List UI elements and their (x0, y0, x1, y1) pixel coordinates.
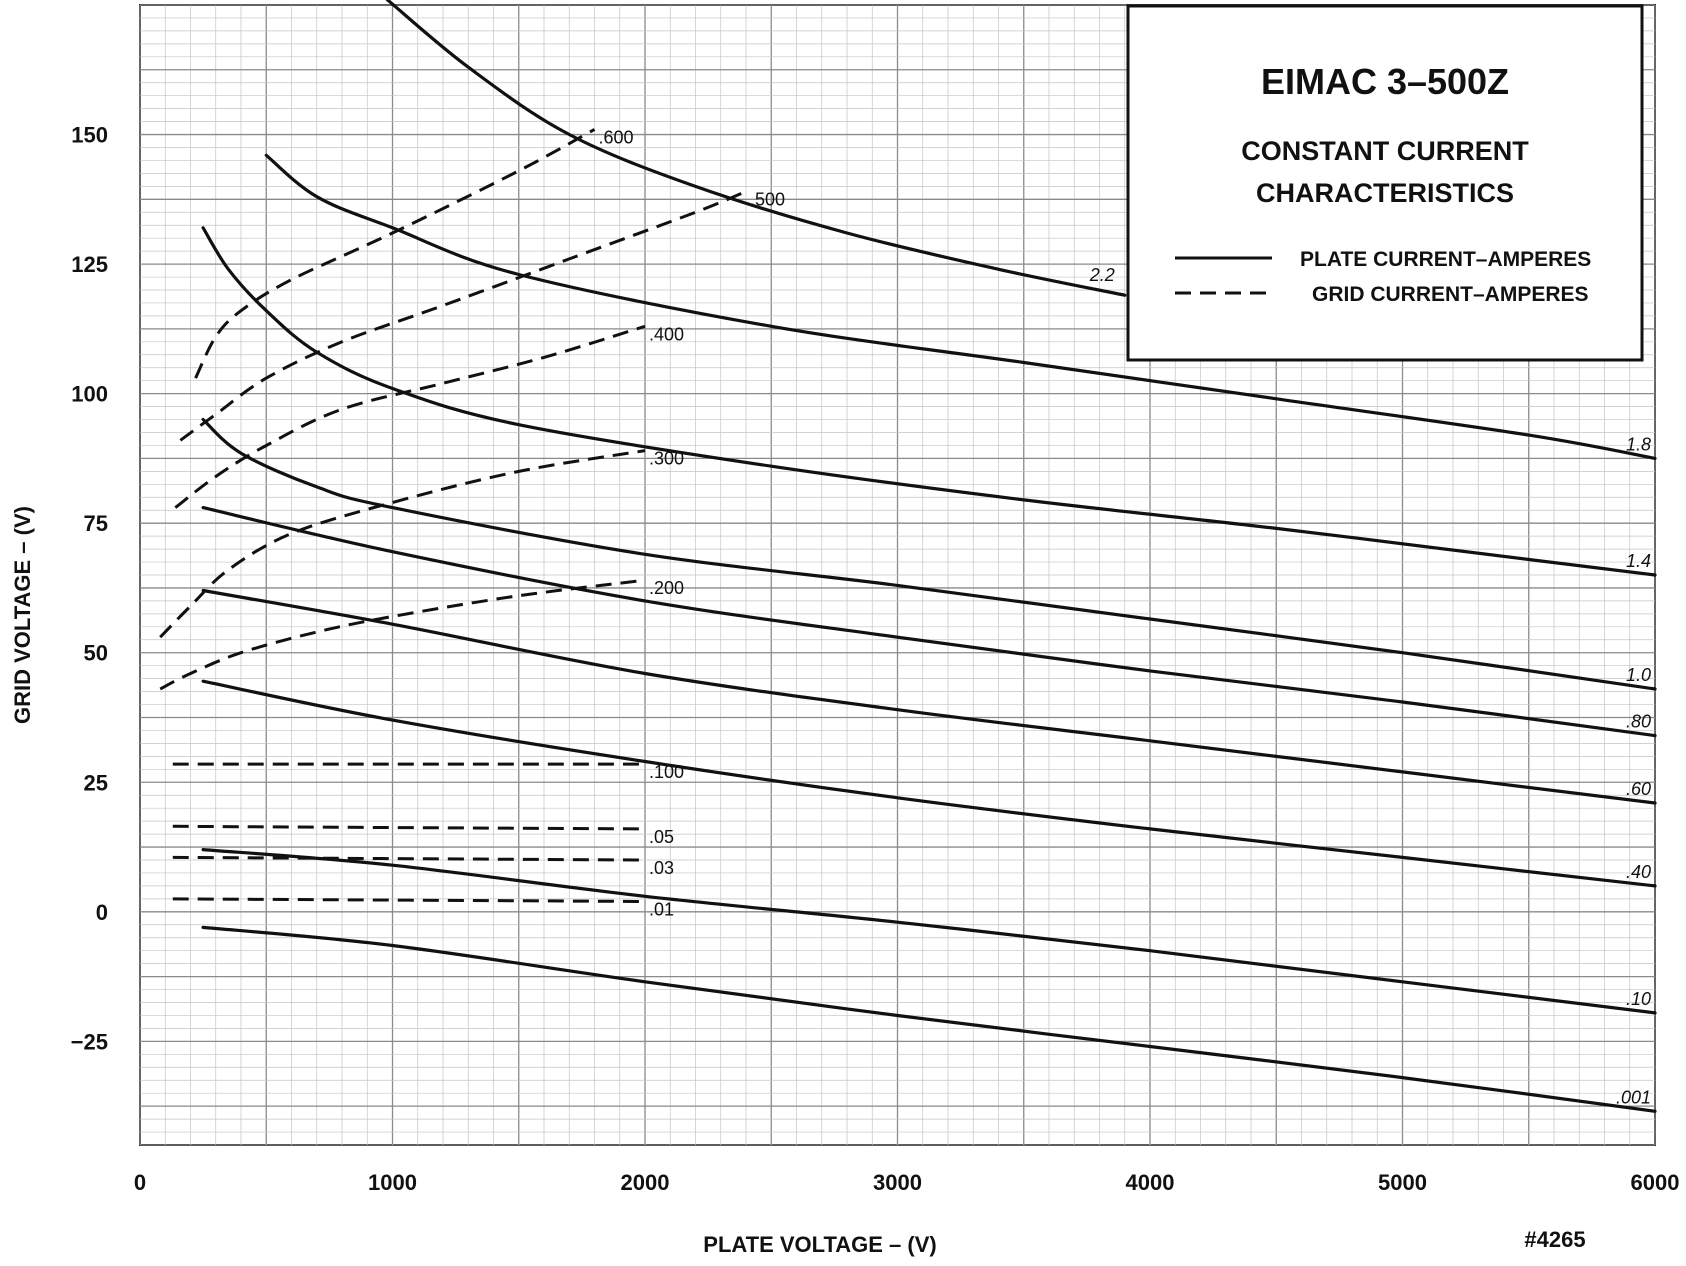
grid-current-label: .300 (649, 449, 684, 469)
y-tick-label: 100 (71, 382, 108, 407)
legend-entry-plate-current: PLATE CURRENT–AMPERES (1300, 248, 1591, 271)
plate-current-curve (264, 153, 1657, 460)
figure-reference: #4265 (1524, 1227, 1585, 1252)
chart-subtitle-line-2: CHARACTERISTICS (1256, 178, 1514, 208)
x-axis-title: PLATE VOLTAGE – (V) (703, 1232, 936, 1257)
plate-current-label: 2.2 (1089, 265, 1115, 285)
grid-current-label: .600 (599, 127, 634, 147)
legend: EIMAC 3–500Z CONSTANT CURRENT CHARACTERI… (1126, 4, 1644, 362)
grid-current-label: .05 (649, 827, 674, 847)
x-tick-label: 4000 (1126, 1170, 1175, 1195)
series-group (159, 0, 1657, 1113)
plate-current-curve (201, 925, 1657, 1113)
grid-current-curve (172, 824, 646, 831)
grid-current-curve (159, 578, 646, 691)
x-tick-label: 2000 (621, 1170, 670, 1195)
y-tick-label: 125 (71, 252, 108, 277)
plate-current-label: .60 (1626, 779, 1651, 799)
plate-current-curve (201, 226, 1657, 577)
plate-current-label: 1.8 (1626, 434, 1651, 454)
x-tick-label: 5000 (1378, 1170, 1427, 1195)
grid-current-curve (172, 897, 646, 903)
x-tick-label: 1000 (368, 1170, 417, 1195)
plate-current-curve (201, 417, 1657, 691)
plate-current-label: 1.0 (1626, 665, 1651, 685)
grid-current-label: .01 (649, 899, 674, 919)
y-tick-label: 25 (84, 770, 108, 795)
chart-subtitle-line-1: CONSTANT CURRENT (1241, 136, 1529, 166)
plate-current-label: .40 (1626, 862, 1651, 882)
grid-current-curve (174, 324, 646, 509)
plate-current-label: .80 (1626, 712, 1651, 732)
chart-title: EIMAC 3–500Z (1261, 61, 1509, 102)
y-tick-label: 75 (84, 511, 108, 536)
y-tick-label: −25 (71, 1029, 108, 1054)
y-tick-label: 0 (96, 900, 108, 925)
plate-current-label: .001 (1616, 1087, 1651, 1107)
grid-current-curve (159, 449, 646, 639)
plate-current-label: .10 (1626, 989, 1651, 1009)
plate-current-curve (201, 506, 1657, 738)
grid-current-label: .03 (649, 858, 674, 878)
grid-current-label: .400 (649, 324, 684, 344)
grid-current-curve (179, 190, 747, 442)
grid-current-label: .500 (750, 190, 785, 210)
plate-current-curve (201, 679, 1657, 888)
grid-current-label: .100 (649, 762, 684, 782)
y-axis-title: GRID VOLTAGE – (V) (10, 506, 35, 724)
plate-current-curve (201, 848, 1657, 1015)
plate-current-curve (385, 0, 1127, 297)
legend-frame (1126, 4, 1644, 362)
curve-labels: 2.2 1.8 1.4 1.0 .80 .60 .40 .10 .001 .600 .500 .400… (599, 127, 1652, 1107)
grid-current-curve (172, 855, 646, 862)
x-tick-label: 3000 (873, 1170, 922, 1195)
x-tick-label: 0 (134, 1170, 146, 1195)
y-tick-label: 50 (84, 641, 108, 666)
legend-entry-grid-current: GRID CURRENT–AMPERES (1312, 283, 1589, 306)
grid-current-label: .200 (649, 578, 684, 598)
plate-current-curve (201, 588, 1657, 805)
y-tick-label: 150 (71, 123, 108, 148)
axis-ticks: 0 1000 2000 3000 4000 5000 6000 150 125 100 75 50 25… (71, 123, 1680, 1195)
plate-current-label: 1.4 (1626, 551, 1651, 571)
x-tick-label: 6000 (1631, 1170, 1680, 1195)
